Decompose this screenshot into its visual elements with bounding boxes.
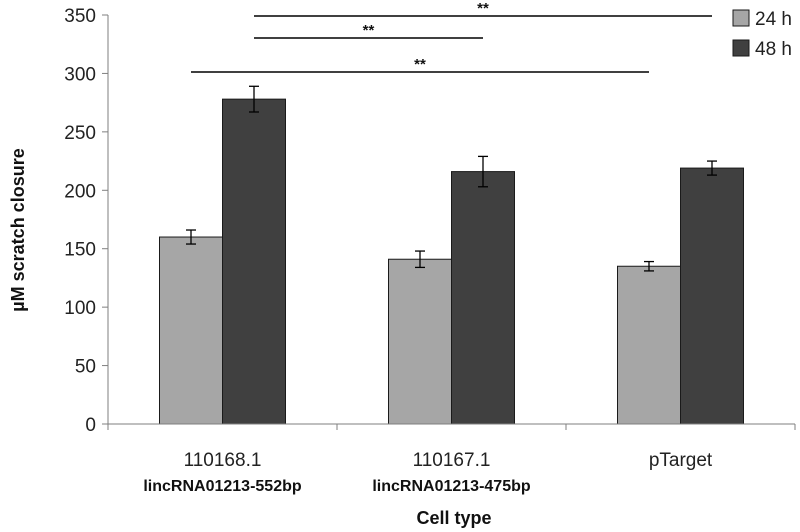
y-tick-label: 0 — [85, 415, 96, 436]
error-bars — [186, 85, 717, 272]
legend-swatch — [732, 39, 750, 57]
bar-48h-1 — [451, 171, 515, 425]
error-bar — [249, 85, 259, 113]
legend-item: 48 h — [732, 39, 792, 60]
y-axis-ticks: 0 50 100 150 200 250 300 350 — [64, 6, 108, 436]
legend-label: 24 h — [755, 9, 792, 30]
bars — [159, 98, 744, 425]
legend-swatch — [732, 9, 750, 27]
y-tick-label: 350 — [64, 6, 96, 27]
bar-24h-2 — [617, 265, 681, 425]
axes — [107, 15, 795, 425]
y-tick-label: 200 — [64, 181, 96, 202]
bar-48h-2 — [680, 167, 744, 425]
bar-24h-0 — [159, 236, 223, 425]
legend-item: 24 h — [732, 9, 792, 30]
legend: 24 h 48 h — [732, 9, 792, 60]
error-bar — [186, 229, 196, 245]
y-tick-label: 150 — [64, 240, 96, 261]
y-tick-label: 250 — [64, 123, 96, 144]
y-tick-label: 50 — [75, 357, 96, 378]
x-axis-ticks: 110168.1 lincRNA01213-552bp 110167.1 lincRN… — [107, 424, 796, 495]
x-category-sublabel: lincRNA01213-552bp — [143, 478, 302, 495]
y-tick-label: 100 — [64, 298, 96, 319]
error-bar — [478, 155, 488, 188]
error-bar — [707, 160, 717, 176]
x-category-label: 110167.1 — [413, 450, 491, 471]
x-category-label: pTarget — [649, 450, 713, 471]
legend-label: 48 h — [755, 39, 792, 60]
significance-label: ** — [363, 22, 375, 39]
error-bar — [415, 250, 425, 269]
x-category-label: 110168.1 — [184, 450, 262, 471]
y-axis-title: µM scratch closure — [8, 148, 28, 311]
significance-label: ** — [477, 0, 489, 17]
error-bar — [644, 260, 654, 272]
bar-24h-1 — [388, 258, 452, 425]
x-category-sublabel: lincRNA01213-475bp — [372, 478, 531, 495]
bar-48h-0 — [222, 98, 286, 425]
x-axis-title: Cell type — [416, 508, 491, 528]
significance-brackets: ** ** ** — [191, 0, 712, 73]
significance-label: ** — [414, 56, 426, 73]
y-tick-label: 300 — [64, 64, 96, 85]
